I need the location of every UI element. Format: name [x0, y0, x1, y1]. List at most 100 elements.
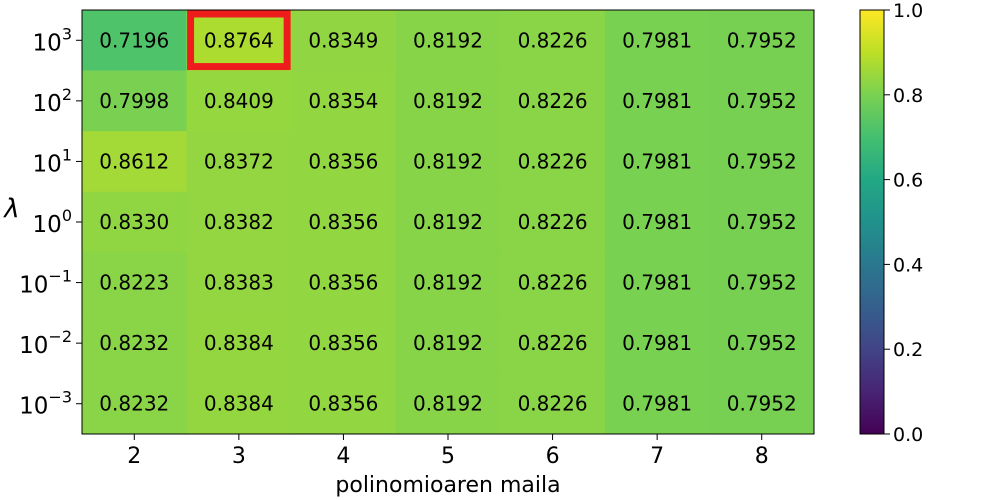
- y-axis-ticks: 103 102 101 100 10−1 10−2 10−3: [19, 24, 82, 420]
- heatmap-cell: [186, 373, 292, 435]
- heatmap-cell: [186, 252, 292, 314]
- heatmap-cell: [500, 70, 606, 132]
- cell-value-label: 0.8226: [518, 149, 588, 173]
- colorbar-tick-label: 0.2: [893, 339, 923, 361]
- x-tick-label: 5: [441, 444, 455, 469]
- cell-value-label: 0.8356: [308, 271, 378, 295]
- heatmap-cell: [604, 373, 710, 435]
- heatmap-cell: [291, 312, 397, 374]
- heatmap-cell: [82, 191, 188, 253]
- cell-value-label: 0.7952: [727, 149, 797, 173]
- x-tick-label: 2: [127, 444, 141, 469]
- x-axis-label: polinomioaren maila: [335, 473, 560, 498]
- cell-value-label: 0.8330: [99, 210, 169, 234]
- heatmap-cell: [395, 312, 501, 374]
- cell-value-label: 0.8192: [413, 28, 483, 52]
- cell-value-label: 0.7981: [622, 392, 692, 416]
- cell-value-label: 0.8384: [204, 392, 274, 416]
- heatmap-cell: [291, 70, 397, 132]
- cell-value-label: 0.7952: [727, 210, 797, 234]
- cell-value-label: 0.7981: [622, 89, 692, 113]
- heatmap-cell: [500, 131, 606, 193]
- cell-value-label: 0.8192: [413, 271, 483, 295]
- heatmap-cell: [186, 312, 292, 374]
- cell-value-label: 0.7981: [622, 271, 692, 295]
- heatmap-cell: [186, 131, 292, 193]
- cell-value-label: 0.8226: [518, 271, 588, 295]
- cell-value-label: 0.8226: [518, 331, 588, 355]
- x-tick-label: 4: [336, 444, 350, 469]
- heatmap-cell: [604, 252, 710, 314]
- y-tick-label: 100: [33, 206, 72, 238]
- cell-value-label: 0.8356: [308, 149, 378, 173]
- cell-value-label: 0.8356: [308, 392, 378, 416]
- heatmap-cell: [82, 312, 188, 374]
- x-tick-label: 7: [650, 444, 664, 469]
- heatmap-cell: [291, 10, 397, 72]
- y-tick-label: 102: [33, 85, 72, 117]
- cell-value-label: 0.8232: [99, 331, 169, 355]
- heatmap-cell: [500, 312, 606, 374]
- cell-value-label: 0.7952: [727, 28, 797, 52]
- heatmap-cell: [604, 312, 710, 374]
- cell-value-label: 0.7952: [727, 89, 797, 113]
- heatmap-cell: [395, 70, 501, 132]
- cell-value-label: 0.7981: [622, 210, 692, 234]
- heatmap-cell: [500, 252, 606, 314]
- cell-value-label: 0.7998: [99, 89, 169, 113]
- heatmap-cell: [395, 131, 501, 193]
- heatmap-cell: [82, 10, 188, 72]
- heatmap-cell: [395, 373, 501, 435]
- y-tick-label: 101: [33, 145, 72, 177]
- cell-value-label: 0.8226: [518, 210, 588, 234]
- heatmap-cell: [500, 10, 606, 72]
- colorbar-tick-label: 1.0: [893, 0, 923, 22]
- cell-value-label: 0.8354: [308, 89, 378, 113]
- heatmap-cell: [500, 191, 606, 253]
- colorbar-tick-label: 0.8: [893, 85, 923, 107]
- heatmap-cell: [291, 191, 397, 253]
- cell-value-label: 0.8409: [204, 89, 274, 113]
- cell-value-label: 0.8226: [518, 89, 588, 113]
- heatmap-cell: [709, 70, 815, 132]
- heatmap-cell: [709, 10, 815, 72]
- heatmap-cell: [709, 191, 815, 253]
- cell-value-label: 0.8356: [308, 210, 378, 234]
- cell-value-label: 0.8192: [413, 149, 483, 173]
- cell-value-label: 0.8349: [308, 28, 378, 52]
- colorbar: [859, 9, 885, 435]
- cell-value-label: 0.7981: [622, 28, 692, 52]
- heatmap-cell: [82, 252, 188, 314]
- cell-value-label: 0.8226: [518, 392, 588, 416]
- x-tick-label: 3: [232, 444, 246, 469]
- heatmap-cell: [604, 70, 710, 132]
- heatmap-cell: [291, 373, 397, 435]
- best-cell-highlight: [187, 10, 291, 71]
- heatmap-cell-labels: 0.7196 0.8764 0.8349 0.8192 0.8226 0.7981 0.79…: [99, 28, 796, 415]
- heatmap-cell: [395, 191, 501, 253]
- heatmap-cell: [82, 373, 188, 435]
- y-tick-label: 10−3: [19, 388, 72, 420]
- heatmap-cell: [395, 252, 501, 314]
- heatmap-cell: [291, 131, 397, 193]
- heatmap-cell: [709, 373, 815, 435]
- x-axis-ticks: 2 3 4 5 6 7 8: [127, 434, 769, 469]
- cell-value-label: 0.7981: [622, 331, 692, 355]
- cell-value-label: 0.8232: [99, 392, 169, 416]
- cell-value-label: 0.8612: [99, 149, 169, 173]
- cell-value-label: 0.7952: [727, 271, 797, 295]
- heatmap-cell: [395, 10, 501, 72]
- heatmap-cell: [291, 252, 397, 314]
- cell-value-label: 0.8372: [204, 149, 274, 173]
- heatmap-cell: [186, 10, 292, 72]
- y-tick-label: 10−1: [19, 267, 72, 299]
- colorbar-tick-label: 0.4: [893, 254, 923, 276]
- y-tick-label: 10−2: [19, 327, 72, 359]
- x-tick-label: 6: [546, 444, 560, 469]
- heatmap-cell: [186, 191, 292, 253]
- colorbar-tick-label: 0.6: [893, 170, 923, 192]
- cell-value-label: 0.7952: [727, 392, 797, 416]
- heatmap-cell: [709, 312, 815, 374]
- heatmap-cell: [82, 131, 188, 193]
- cell-value-label: 0.8223: [99, 271, 169, 295]
